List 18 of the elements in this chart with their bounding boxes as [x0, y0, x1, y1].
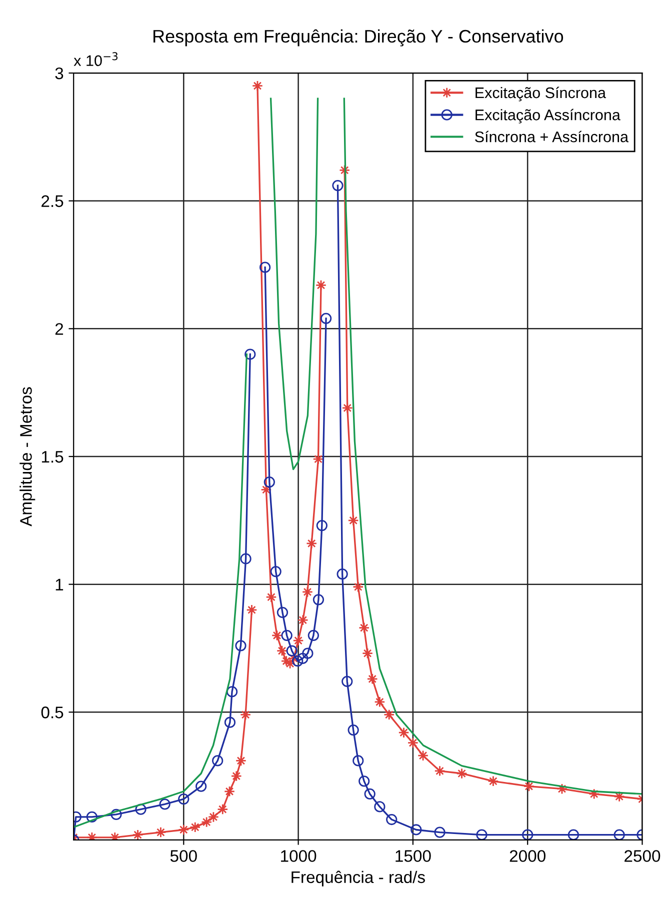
- legend-label: Síncrona + Assíncrona: [475, 130, 628, 142]
- chart-title: Resposta em Frequência: Direção Y - Conservativo: [154, 29, 564, 46]
- y-tick-label: 2.5: [42, 195, 64, 208]
- legend-label: Excitação Assíncrona: [476, 108, 620, 124]
- y-tick-label: 3: [55, 67, 64, 80]
- x-tick-label: 1000: [281, 850, 316, 862]
- y-axis-title: Amplitude - Metros: [20, 387, 36, 526]
- y-tick-label: 1: [56, 578, 64, 590]
- text: x 10$^{−3}$: [74, 52, 118, 66]
- x-axis-title: Frequência - rad/s: [292, 870, 425, 886]
- y-tick-label: 2: [55, 323, 64, 335]
- x-tick-label: 2000: [510, 850, 546, 862]
- legend-label: Excitação Síncrona: [476, 86, 606, 102]
- y-tick-label: 0.5: [41, 706, 64, 718]
- x-tick-label: 2500: [624, 850, 660, 862]
- x-tick-label: 500: [170, 850, 197, 862]
- y-tick-label: 1.5: [42, 451, 64, 463]
- x-tick-label: 1500: [396, 850, 431, 862]
